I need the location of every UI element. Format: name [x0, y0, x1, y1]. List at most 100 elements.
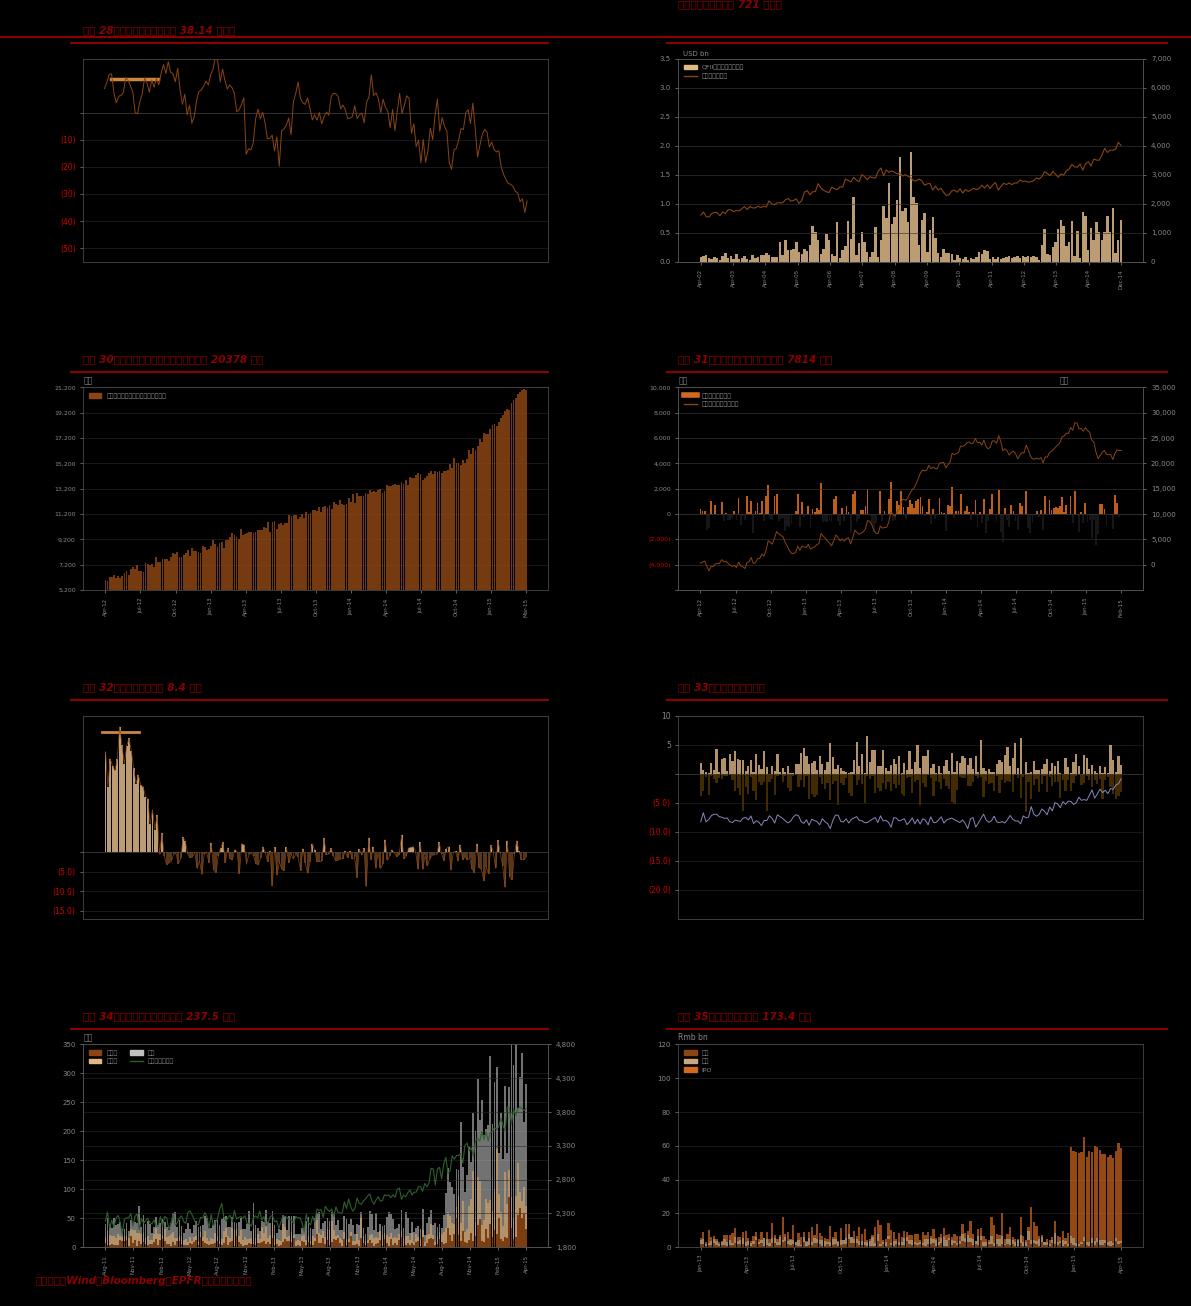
Bar — [339, 1230, 341, 1238]
Bar — [916, 1245, 918, 1247]
Bar — [320, 1229, 322, 1235]
Bar — [974, 756, 977, 774]
Bar — [525, 390, 528, 656]
Bar — [927, 1243, 929, 1247]
Bar — [977, 774, 979, 778]
Bar — [707, 774, 710, 795]
Bar — [410, 848, 412, 853]
Bar — [358, 849, 361, 853]
Bar — [244, 534, 245, 656]
Text: Rmb bn: Rmb bn — [679, 1033, 709, 1042]
Bar — [842, 1243, 844, 1247]
Bar — [364, 1245, 367, 1247]
Bar — [451, 1222, 453, 1242]
Bar — [116, 1245, 117, 1247]
Bar — [263, 1233, 264, 1241]
Bar — [226, 848, 229, 853]
Bar — [877, 774, 879, 788]
Bar — [351, 1245, 354, 1247]
Bar — [883, 206, 885, 261]
Bar — [1115, 1241, 1117, 1247]
Bar — [211, 1245, 212, 1247]
Bar — [885, 1239, 887, 1242]
Bar — [786, 515, 788, 526]
Text: 图表 34：上周大宗交易金额增至 237.5 亿元: 图表 34：上周大宗交易金额增至 237.5 亿元 — [83, 1011, 236, 1021]
Bar — [768, 256, 771, 261]
Bar — [498, 1153, 500, 1194]
Bar — [718, 774, 721, 778]
Bar — [138, 1205, 141, 1233]
Bar — [718, 1246, 721, 1247]
Bar — [272, 1224, 274, 1238]
Bar — [1035, 1241, 1037, 1243]
Bar — [519, 1208, 520, 1247]
Bar — [279, 853, 280, 862]
Bar — [754, 259, 756, 261]
Bar — [710, 500, 712, 515]
Bar — [111, 577, 113, 656]
Bar — [174, 554, 176, 656]
Bar — [740, 515, 742, 525]
Bar — [307, 1217, 310, 1237]
Bar — [111, 1245, 113, 1247]
Bar — [127, 738, 130, 853]
Bar — [972, 1239, 974, 1246]
Bar — [523, 1122, 525, 1187]
Bar — [1037, 515, 1040, 517]
Bar — [890, 774, 892, 791]
Bar — [909, 1243, 911, 1247]
Bar — [1031, 515, 1034, 522]
Bar — [978, 252, 980, 261]
Bar — [400, 835, 403, 853]
Bar — [185, 1239, 187, 1245]
Bar — [474, 1235, 476, 1247]
Bar — [1062, 1241, 1064, 1246]
Bar — [1033, 1239, 1035, 1243]
Bar — [1039, 771, 1040, 774]
Bar — [217, 1235, 218, 1241]
Bar — [506, 409, 509, 656]
Bar — [1093, 1241, 1096, 1245]
Bar — [1092, 240, 1095, 261]
Bar — [113, 1235, 114, 1245]
Bar — [1019, 1217, 1022, 1235]
Bar — [813, 1235, 816, 1238]
Bar — [348, 1242, 349, 1247]
Bar — [927, 1238, 929, 1243]
Bar — [1084, 217, 1086, 261]
Bar — [181, 558, 182, 656]
Bar — [154, 829, 156, 853]
Bar — [389, 1215, 392, 1233]
Bar — [753, 1243, 755, 1247]
Bar — [781, 1217, 784, 1239]
上证综指（右） — [116, 1226, 130, 1242]
Bar — [370, 1215, 373, 1234]
Bar — [911, 1241, 913, 1245]
Bar — [761, 500, 762, 515]
Bar — [699, 774, 701, 795]
Bar — [896, 764, 898, 774]
Bar — [138, 571, 141, 656]
Bar — [351, 494, 354, 656]
Bar — [913, 508, 915, 515]
Bar — [1083, 774, 1085, 784]
Bar — [1042, 515, 1045, 530]
Bar — [1086, 1245, 1087, 1247]
Bar — [1089, 1246, 1091, 1247]
Bar — [456, 1218, 457, 1247]
Bar — [969, 774, 972, 786]
Bar — [276, 1245, 278, 1247]
Bar — [105, 580, 106, 656]
Bar — [877, 1220, 879, 1234]
Bar — [844, 774, 847, 778]
Bar — [1054, 243, 1056, 261]
Bar — [300, 853, 301, 871]
Bar — [779, 772, 781, 774]
Bar — [977, 1237, 979, 1245]
Bar — [723, 1238, 725, 1245]
Bar — [1109, 1246, 1111, 1247]
Bar — [859, 1241, 860, 1245]
Bar — [1005, 257, 1008, 261]
Bar — [445, 1228, 447, 1243]
Bar — [712, 1238, 715, 1242]
